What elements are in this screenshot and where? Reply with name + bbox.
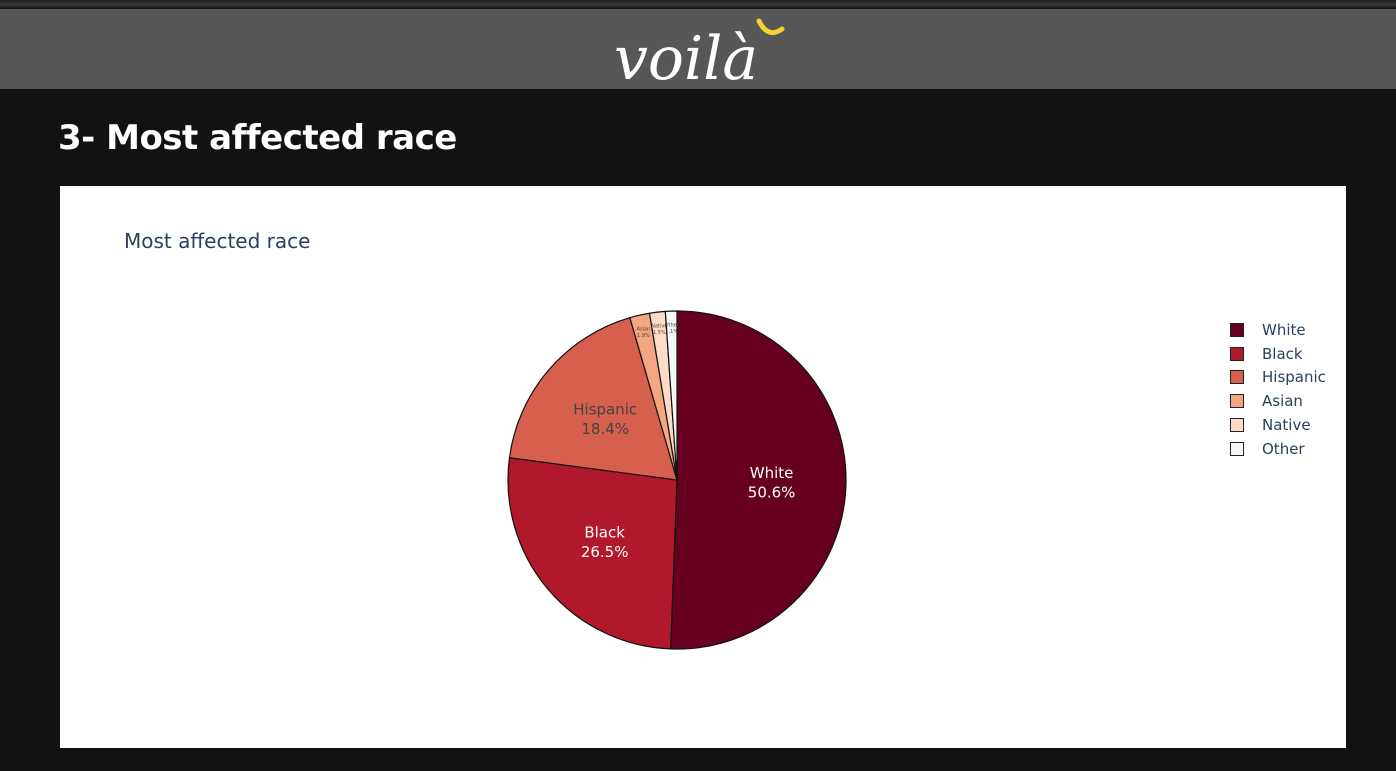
legend-swatch — [1230, 370, 1244, 385]
app-header: voilà — [0, 9, 1396, 89]
slice-label-name: White — [750, 464, 794, 482]
slice-label-percent: 50.6% — [748, 484, 796, 502]
legend-item-other[interactable]: Other — [1230, 437, 1326, 461]
chart-card: Most affected race White 50.6% Black 26.5% H… — [60, 186, 1346, 748]
slice-label-percent: 1.5% — [653, 330, 666, 336]
legend-label: Other — [1262, 439, 1305, 458]
legend-item-asian[interactable]: Asian — [1230, 389, 1326, 413]
legend-label: White — [1262, 320, 1306, 339]
legend-label: Asian — [1262, 392, 1303, 411]
legend-swatch — [1230, 441, 1244, 456]
pie-slice-black[interactable] — [507, 457, 678, 650]
legend-swatch — [1230, 322, 1244, 337]
slice-label-percent: 1.1% — [665, 329, 678, 335]
slice-label-name: Other — [665, 323, 680, 329]
chart-legend[interactable]: White Black Hispanic Asian Native Other — [1230, 318, 1326, 461]
pie-chart: White50.6%Black26.5%Hispanic18.4%Asian1.… — [507, 310, 847, 650]
legend-item-hispanic[interactable]: Hispanic — [1230, 366, 1326, 390]
slice-label-name: Hispanic — [573, 401, 637, 419]
voila-logo: voilà — [614, 18, 785, 89]
legend-label: Hispanic — [1262, 368, 1326, 387]
slice-label-percent: 18.4% — [581, 420, 629, 438]
legend-item-black[interactable]: Black — [1230, 342, 1326, 366]
section-title: 3- Most affected race — [58, 118, 457, 158]
legend-swatch — [1230, 346, 1244, 361]
chart-title: Most affected race — [124, 229, 311, 253]
legend-swatch — [1230, 418, 1244, 433]
pie-slice-white[interactable] — [670, 310, 847, 650]
pie-slice-other[interactable] — [664, 310, 678, 481]
slice-label-name: Asian — [637, 326, 651, 332]
legend-swatch — [1230, 394, 1244, 409]
slice-label-percent: 26.5% — [581, 543, 629, 561]
legend-label: Native — [1262, 416, 1311, 435]
slice-label-black: Black 26.5% — [581, 523, 629, 561]
slice-label-name: Native — [651, 324, 667, 330]
slice-label-white: White 50.6% — [748, 464, 796, 502]
pie-slice-hispanic[interactable] — [508, 316, 678, 481]
logo-accent-mark — [756, 18, 785, 36]
legend-item-white[interactable]: White — [1230, 318, 1326, 342]
slice-label-name: Black — [584, 523, 625, 541]
svg-text:voilà: voilà — [614, 24, 758, 89]
slice-label-percent: 1.9% — [637, 333, 650, 339]
legend-item-native[interactable]: Native — [1230, 413, 1326, 437]
top-strip — [0, 0, 1396, 9]
legend-label: Black — [1262, 344, 1303, 363]
